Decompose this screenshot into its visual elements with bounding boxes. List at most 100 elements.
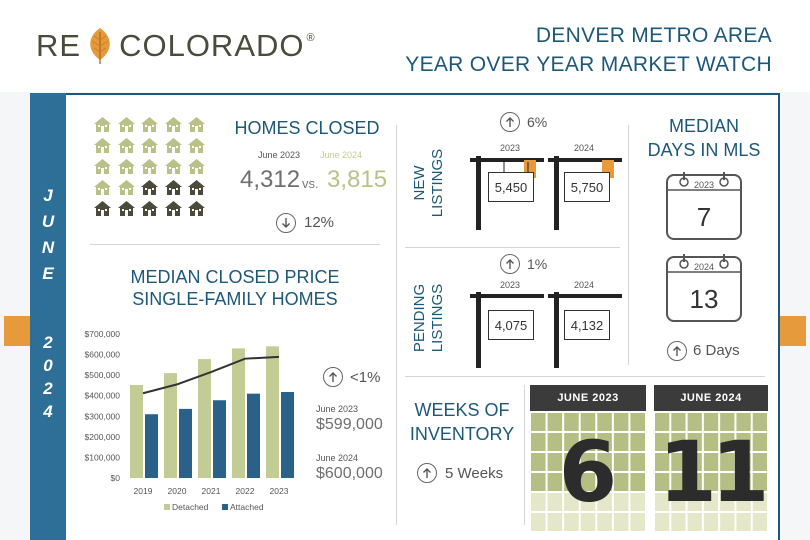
calendar-cell [720,433,735,451]
calendar-cell [703,513,719,531]
calendar-cell [531,433,546,451]
logo-text-re: RE [36,28,82,63]
house-icon [164,138,182,153]
x-tick-label: 2019 [134,486,153,496]
weeks-header-2023: JUNE 2023 [530,385,646,411]
calendar-cell [671,473,686,491]
y-tick-label: $700,000 [85,329,121,339]
calendar-cell [736,433,751,451]
title-line-2: YEAR OVER YEAR MARKET WATCH [405,53,772,76]
bar-detached [232,348,245,478]
house-icon [141,138,158,153]
calendar-cell [613,493,629,511]
calendar-grid-icon [655,413,767,531]
weeks-header-2024: JUNE 2024 [654,385,768,411]
calendar-cell [671,513,686,531]
homes-closed-vs: vs. [302,176,319,191]
ribbon-letter: E [42,264,54,283]
bar-attached [247,393,260,478]
calendar-cell [671,433,686,451]
calendar-cell [736,513,751,531]
days-in-mls-change: 6 Days [693,342,740,359]
right-accent-tab [780,316,806,346]
calendar-cell [736,473,751,491]
divider [90,244,380,245]
calendar-cell [564,493,579,511]
calendar-cell [720,493,735,511]
calendar-cell [687,493,702,511]
days-in-mls-title: MEDIAN DAYS IN MLS [636,114,772,162]
homes-closed-label-2023: June 2023 [258,150,301,160]
house-icon [188,138,205,153]
calendar-cell [564,413,579,431]
house-icon [94,180,111,195]
calendar-cell [531,493,546,511]
ribbon-letter: 2 [43,333,53,352]
legend-label: Attached [230,502,264,512]
house-icon [188,159,205,174]
calendar-cell [720,413,735,431]
calendar-cell [687,513,702,531]
calendar-cell [564,513,579,531]
calendar-cell [630,413,645,431]
month-ribbon [30,93,66,540]
calendar-cell [752,513,767,531]
pending-listings-value-2024: 4,132 [564,310,610,340]
calendar-cell [531,513,546,531]
logo-registered-mark: ® [306,32,315,44]
calendar-cell [736,413,751,431]
bar-detached [130,385,143,478]
calendar-cell [752,493,767,511]
calendar-cell [703,413,719,431]
calendar-cell [547,413,563,431]
calendar-cell [736,493,751,511]
page-title: DENVER METRO AREA YEAR OVER YEAR MARKET … [405,21,772,79]
y-tick-label: $0 [111,473,121,483]
homes-closed-change: 12% [304,214,335,231]
calendar-cell [597,413,612,431]
calendar-grid-icon [531,413,645,531]
bar-detached [164,373,177,478]
house-icon [164,117,182,132]
new-listings-label: NEW LISTINGS [401,125,457,225]
bar-attached [145,414,158,478]
calendar-cell [547,513,563,531]
days-in-mls-title-line-2: DAYS IN MLS [647,140,761,160]
calendar-cell [613,453,629,471]
left-accent-tab [4,316,30,346]
calendar-cell [655,513,670,531]
pending-listings-change: 1% [527,256,548,272]
house-icon [117,180,135,195]
new-listings-year-2024: 2024 [574,143,595,153]
logo-text-colorado: COLORADO [119,28,305,63]
house-icon [164,180,182,195]
aspen-leaf-icon [90,28,110,64]
calendar-cell [531,413,546,431]
up-arrow-icon [500,112,520,132]
calendar-cell [613,513,629,531]
calendar-year-2023: 2023 [693,180,715,190]
calendar-cell [531,453,546,471]
calendar-cell [613,473,629,491]
house-icon [188,201,205,216]
calendar-cell [752,473,767,491]
ribbon-letter: 2 [43,379,53,398]
calendar-cell [703,433,719,451]
new-listings-label-line-2: LISTINGS [429,148,446,218]
median-price-title-line-1: MEDIAN CLOSED PRICE [130,267,340,287]
calendar-cell [613,433,629,451]
median-price-title-line-2: SINGLE-FAMILY HOMES [132,289,338,309]
homes-closed-title: HOMES CLOSED [234,118,380,138]
calendar-cell [720,513,735,531]
calendar-cell [564,473,579,491]
calendar-cell [720,473,735,491]
x-tick-label: 2023 [270,486,289,496]
house-icon [117,159,135,174]
weeks-inventory-title-line-2: INVENTORY [409,424,515,444]
house-icon [141,180,158,195]
pending-listings-year-2023: 2023 [500,280,521,290]
divider [396,125,397,525]
calendar-cell [547,433,563,451]
legend-swatch [164,504,170,510]
divider [524,385,525,525]
